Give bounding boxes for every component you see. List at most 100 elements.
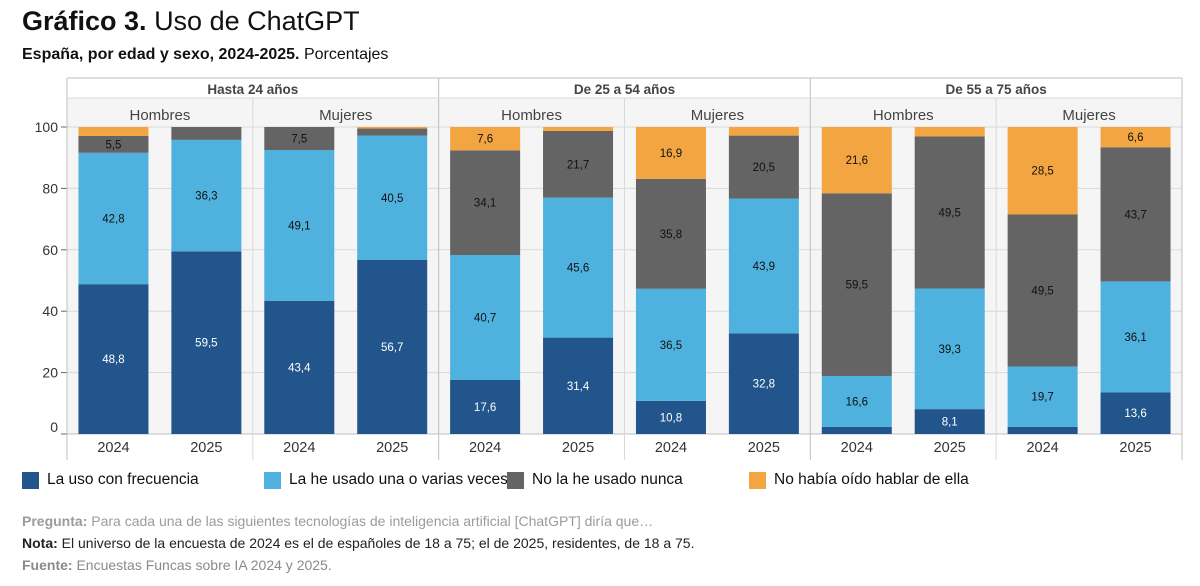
bar-segment [78, 152, 149, 285]
legend-swatch-no-oido [749, 471, 766, 489]
data-label: 36,1 [1124, 332, 1146, 344]
note-fuente-label: Fuente: [22, 557, 73, 573]
data-label: 56,7 [381, 342, 403, 354]
note-nota: Nota: El universo de la encuesta de 2024… [22, 532, 694, 554]
data-label: 16,9 [660, 148, 682, 160]
legend-label-no-oido: No había oído hablar de ella [774, 471, 969, 488]
data-label: 21,7 [567, 159, 589, 171]
note-nota-text: El universo de la encuesta de 2024 es el… [61, 535, 695, 551]
bar-segment [1100, 281, 1171, 393]
data-label: 34,1 [474, 198, 496, 210]
bar-segment [914, 127, 985, 137]
note-pregunta: Pregunta: Para cada una de las siguiente… [22, 510, 694, 532]
legend-item-frecuencia: La uso con frecuencia [22, 471, 199, 489]
legend-swatch-frecuencia [22, 471, 39, 489]
subgroup-label: Hombres [501, 107, 562, 124]
bar-segment [821, 375, 892, 427]
data-label: 7,5 [291, 134, 307, 146]
legend-swatch-nunca [507, 471, 524, 489]
x-tick-label: 2025 [190, 440, 222, 456]
chart-legend: La uso con frecuencia La he usado una o … [0, 471, 1200, 495]
chart-subtitle: España, por edad y sexo, 2024-2025. Porc… [22, 46, 388, 64]
group-label: Hasta 24 años [207, 82, 298, 97]
legend-label-frecuencia: La uso con frecuencia [47, 471, 199, 488]
chart-title-bold: Gráfico 3. [22, 6, 147, 36]
data-label: 28,5 [1031, 166, 1053, 178]
bar-segment [171, 127, 242, 140]
chart-notes: Pregunta: Para cada una de las siguiente… [22, 510, 694, 576]
bar-segment [450, 150, 521, 256]
y-tick-label: 60 [42, 242, 58, 258]
data-label: 35,8 [660, 229, 682, 241]
x-tick-label: 2024 [841, 440, 873, 456]
subgroup-label: Hombres [873, 107, 934, 124]
bar-segment [1100, 392, 1171, 434]
legend-item-nunca: No la he usado nunca [507, 471, 683, 489]
bar-segment [821, 193, 892, 376]
bar-segment [914, 136, 985, 289]
bar-segment [78, 284, 149, 434]
x-tick-label: 2024 [469, 440, 501, 456]
bar-segment [635, 288, 706, 401]
data-label: 59,5 [846, 280, 868, 292]
chart-subtitle-bold: España, por edad y sexo, 2024-2025. [22, 46, 300, 63]
bar-segment [357, 127, 428, 129]
bar-segment [264, 300, 335, 434]
bar-segment [1007, 426, 1078, 434]
y-tick-label: 0 [50, 419, 58, 435]
data-label: 36,5 [660, 340, 682, 352]
data-label: 59,5 [195, 338, 217, 350]
subgroup-label: Mujeres [319, 107, 372, 124]
data-label: 10,8 [660, 412, 682, 424]
data-label: 43,4 [288, 362, 311, 374]
legend-swatch-varias-veces [264, 471, 281, 489]
bar-segment [543, 127, 614, 131]
bar-segment [78, 127, 149, 136]
data-label: 5,5 [105, 139, 121, 151]
y-tick-label: 20 [42, 365, 58, 381]
bar-segment [914, 288, 985, 410]
data-label: 8,1 [942, 417, 958, 429]
data-label: 40,5 [381, 193, 403, 205]
note-nota-label: Nota: [22, 535, 58, 551]
note-pregunta-label: Pregunta: [22, 513, 88, 529]
data-label: 17,6 [474, 402, 496, 414]
bar-segment [450, 379, 521, 434]
data-label: 49,5 [1031, 285, 1053, 297]
chart-title: Gráfico 3. Uso de ChatGPT [22, 6, 360, 37]
chart-title-rest: Uso de ChatGPT [154, 6, 360, 36]
data-label: 49,1 [288, 220, 310, 232]
x-tick-label: 2025 [1119, 440, 1151, 456]
subgroup-label: Hombres [129, 107, 190, 124]
data-label: 20,5 [753, 162, 775, 174]
note-fuente-text: Encuestas Funcas sobre IA 2024 y 2025. [76, 557, 332, 573]
data-label: 42,8 [102, 213, 124, 225]
bar-segment [543, 130, 614, 198]
x-tick-label: 2024 [97, 440, 129, 456]
bar-segment [1100, 147, 1171, 282]
note-pregunta-text: Para cada una de las siguientes tecnolog… [91, 513, 654, 529]
group-label: De 55 a 75 años [946, 82, 1047, 97]
bar-segment [635, 400, 706, 434]
bar-segment [1007, 366, 1078, 427]
data-label: 21,6 [846, 155, 868, 167]
bar-segment [914, 409, 985, 434]
y-tick-label: 80 [42, 180, 58, 196]
data-label: 13,6 [1124, 408, 1146, 420]
bar-segment [728, 135, 799, 199]
bar-segment [728, 333, 799, 434]
data-label: 36,3 [195, 191, 217, 203]
bar-segment [171, 139, 242, 252]
data-label: 45,6 [567, 263, 589, 275]
bar-segment [728, 198, 799, 334]
x-tick-label: 2024 [283, 440, 315, 456]
x-tick-label: 2024 [655, 440, 687, 456]
bar-segment [450, 127, 521, 151]
x-tick-label: 2025 [934, 440, 966, 456]
bar-segment [357, 259, 428, 434]
subgroup-label: Mujeres [691, 107, 744, 124]
data-label: 43,7 [1124, 209, 1146, 221]
data-label: 39,3 [939, 344, 961, 356]
bar-segment [728, 127, 799, 136]
data-label: 49,5 [939, 207, 961, 219]
